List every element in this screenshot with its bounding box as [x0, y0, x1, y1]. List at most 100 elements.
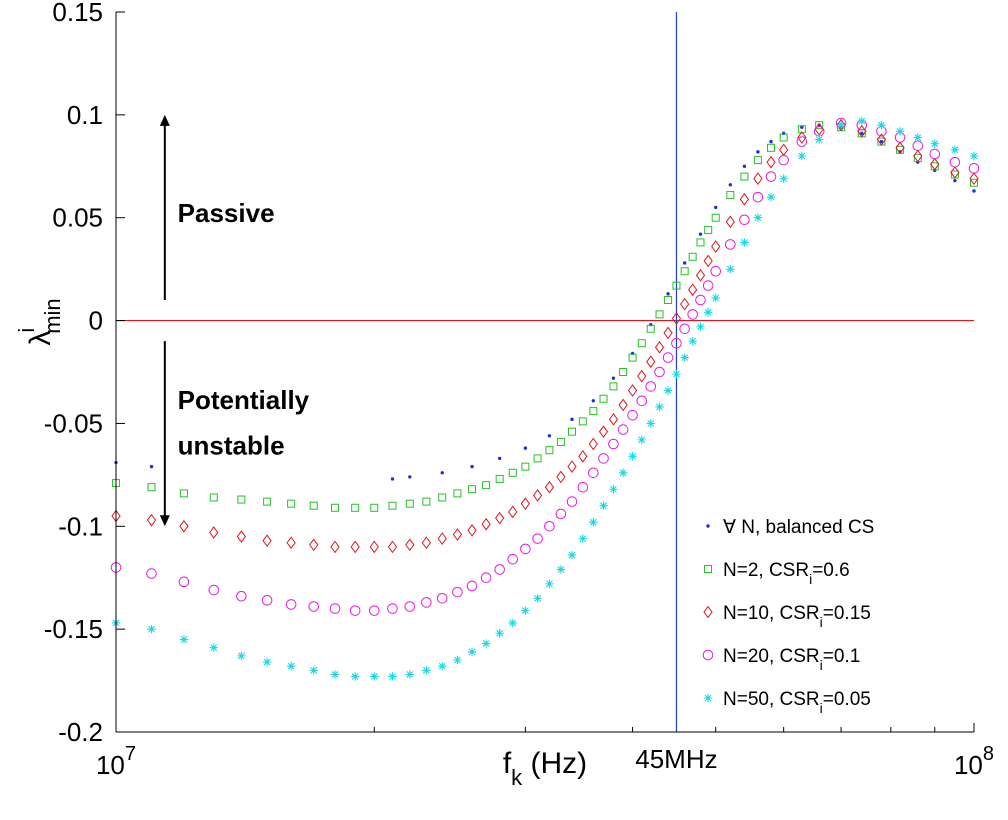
data-point: [495, 629, 504, 638]
data-point: [521, 462, 530, 471]
data-point: [262, 657, 272, 667]
data-point: [726, 264, 735, 274]
series-3: [111, 118, 979, 554]
data-point: [147, 483, 156, 492]
data-point: [422, 497, 431, 506]
data-point: [630, 351, 635, 356]
data-point: [797, 131, 807, 144]
series-5: [111, 116, 979, 681]
data-point: [599, 394, 608, 403]
data-point: [598, 453, 609, 464]
data-point: [521, 606, 530, 615]
data-point: [453, 489, 462, 498]
data-point: [687, 309, 698, 320]
data-point: [599, 501, 608, 510]
reference-line-label: 45MHz: [635, 744, 717, 774]
data-point: [179, 489, 188, 498]
data-point: [646, 419, 655, 428]
data-point: [237, 651, 246, 661]
annotation-text: Potentially: [178, 385, 310, 415]
data-point: [695, 268, 706, 282]
data-point: [567, 460, 577, 473]
data-point: [663, 386, 673, 395]
data-point: [578, 534, 588, 543]
data-point: [556, 565, 566, 574]
data-point: [655, 310, 664, 319]
data-point: [508, 505, 518, 519]
data-point: [703, 254, 713, 268]
data-point: [711, 293, 720, 303]
data-point: [666, 292, 670, 296]
data-point: [680, 353, 689, 362]
data-point: [637, 369, 647, 383]
legend-item: N=2, CSRi=0.6: [704, 560, 850, 587]
data-point: [405, 499, 414, 508]
data-point: [895, 141, 905, 155]
legend-marker: [702, 649, 714, 661]
data-point: [711, 240, 721, 253]
data-point: [408, 475, 412, 479]
data-point: [533, 594, 542, 603]
data-point: [520, 497, 530, 511]
data-point: [598, 425, 609, 439]
data-point: [646, 355, 656, 369]
data-point: [520, 543, 531, 555]
data-point: [671, 312, 682, 325]
y-tick-label: -0.2: [58, 717, 103, 747]
data-point: [578, 417, 587, 426]
data-point: [711, 213, 720, 222]
legend-label: N=50, CSRi=0.05: [723, 689, 871, 716]
data-point: [547, 434, 552, 438]
data-point: [950, 166, 960, 179]
data-point: [309, 501, 318, 510]
data-point: [208, 584, 220, 596]
reference-lines-layer: 45MHz: [116, 12, 974, 774]
data-point: [329, 603, 341, 614]
data-point: [149, 464, 154, 469]
data-point: [876, 133, 887, 146]
data-point: [968, 163, 980, 174]
legend-label: N=20, CSRi=0.1: [723, 646, 860, 673]
data-point: [767, 143, 776, 152]
data-point: [608, 438, 619, 450]
legend-label: ∀ N, balanced CS: [723, 517, 874, 538]
data-point: [725, 239, 736, 250]
data-point: [481, 517, 491, 531]
data-point: [704, 226, 713, 235]
data-point: [913, 133, 922, 142]
data-point: [930, 139, 939, 148]
data-point: [672, 369, 681, 379]
data-point: [330, 540, 340, 554]
data-point: [405, 538, 415, 552]
data-point: [953, 178, 957, 183]
data-point: [619, 368, 628, 376]
data-point: [286, 536, 296, 550]
data-point: [728, 183, 733, 187]
data-point: [913, 149, 923, 163]
data-point: [970, 178, 978, 187]
data-point: [421, 597, 432, 608]
data-point: [467, 647, 477, 656]
data-point: [544, 480, 555, 494]
data-point: [236, 590, 247, 602]
data-point: [680, 267, 689, 276]
data-point: [209, 526, 219, 539]
data-point: [739, 214, 750, 226]
x-tick-label: 107: [96, 743, 136, 780]
data-point: [800, 125, 804, 129]
data-point: [680, 297, 690, 311]
data-point: [796, 136, 808, 147]
data-point: [972, 189, 976, 193]
legend-marker: [706, 524, 710, 528]
data-point: [545, 579, 554, 589]
data-point: [714, 205, 718, 210]
y-tick-label: 0.1: [67, 100, 103, 130]
data-point: [740, 238, 749, 247]
data-point: [649, 322, 653, 327]
data-point: [533, 454, 542, 463]
data-point: [452, 586, 463, 598]
data-point: [702, 280, 714, 291]
data-point: [628, 452, 637, 461]
annotation-text: unstable: [178, 430, 285, 460]
